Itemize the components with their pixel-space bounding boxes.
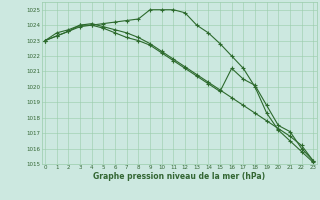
X-axis label: Graphe pression niveau de la mer (hPa): Graphe pression niveau de la mer (hPa): [93, 172, 265, 181]
